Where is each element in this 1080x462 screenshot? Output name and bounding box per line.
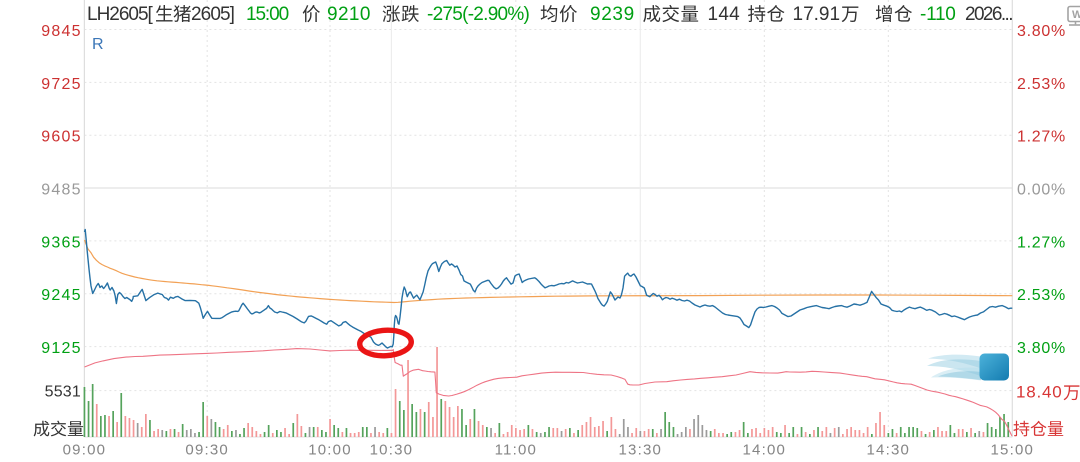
svg-text:5531: 5531 bbox=[45, 384, 81, 401]
svg-text:-110: -110 bbox=[920, 4, 956, 25]
svg-text:9239: 9239 bbox=[590, 4, 635, 25]
svg-text:2026...: 2026... bbox=[965, 4, 1012, 25]
svg-text:9845: 9845 bbox=[41, 23, 81, 40]
svg-text:09:00: 09:00 bbox=[63, 442, 107, 459]
svg-text:144: 144 bbox=[708, 4, 741, 25]
svg-text:15:00: 15:00 bbox=[991, 442, 1035, 459]
svg-text:LH2605[: LH2605[ bbox=[87, 4, 154, 25]
svg-text:9605: 9605 bbox=[41, 129, 81, 146]
svg-text:1.27%: 1.27% bbox=[1017, 234, 1066, 251]
svg-text:3.80%: 3.80% bbox=[1017, 23, 1066, 40]
svg-text:9365: 9365 bbox=[41, 234, 81, 251]
svg-text:9210: 9210 bbox=[327, 4, 371, 25]
svg-text:18.40: 18.40 bbox=[1016, 383, 1063, 402]
svg-text:1.27%: 1.27% bbox=[1017, 129, 1066, 146]
svg-text:2.53%: 2.53% bbox=[1017, 287, 1066, 304]
svg-text:9725: 9725 bbox=[41, 76, 81, 93]
svg-text:0.00%: 0.00% bbox=[1017, 182, 1066, 199]
svg-text:3.80%: 3.80% bbox=[1017, 340, 1066, 357]
svg-text:W: W bbox=[1072, 9, 1080, 21]
svg-text:09:30: 09:30 bbox=[185, 442, 229, 459]
svg-text:11:00: 11:00 bbox=[495, 442, 537, 459]
svg-text:13:30: 13:30 bbox=[619, 442, 663, 459]
svg-text:17.91: 17.91 bbox=[793, 4, 841, 25]
svg-text:2.53%: 2.53% bbox=[1017, 76, 1066, 93]
svg-text:10:30: 10:30 bbox=[370, 442, 414, 459]
svg-text:14:00: 14:00 bbox=[743, 442, 787, 459]
svg-text:10:00: 10:00 bbox=[308, 442, 352, 459]
svg-text:R: R bbox=[92, 36, 104, 53]
svg-text:15:00: 15:00 bbox=[246, 4, 289, 25]
svg-text:9485: 9485 bbox=[41, 182, 81, 199]
svg-text:14:30: 14:30 bbox=[867, 442, 911, 459]
svg-text:9125: 9125 bbox=[41, 340, 81, 357]
svg-text:9245: 9245 bbox=[41, 287, 81, 304]
svg-text:-275(-2.90%): -275(-2.90%) bbox=[427, 4, 530, 25]
svg-text:2605]: 2605] bbox=[191, 4, 234, 25]
